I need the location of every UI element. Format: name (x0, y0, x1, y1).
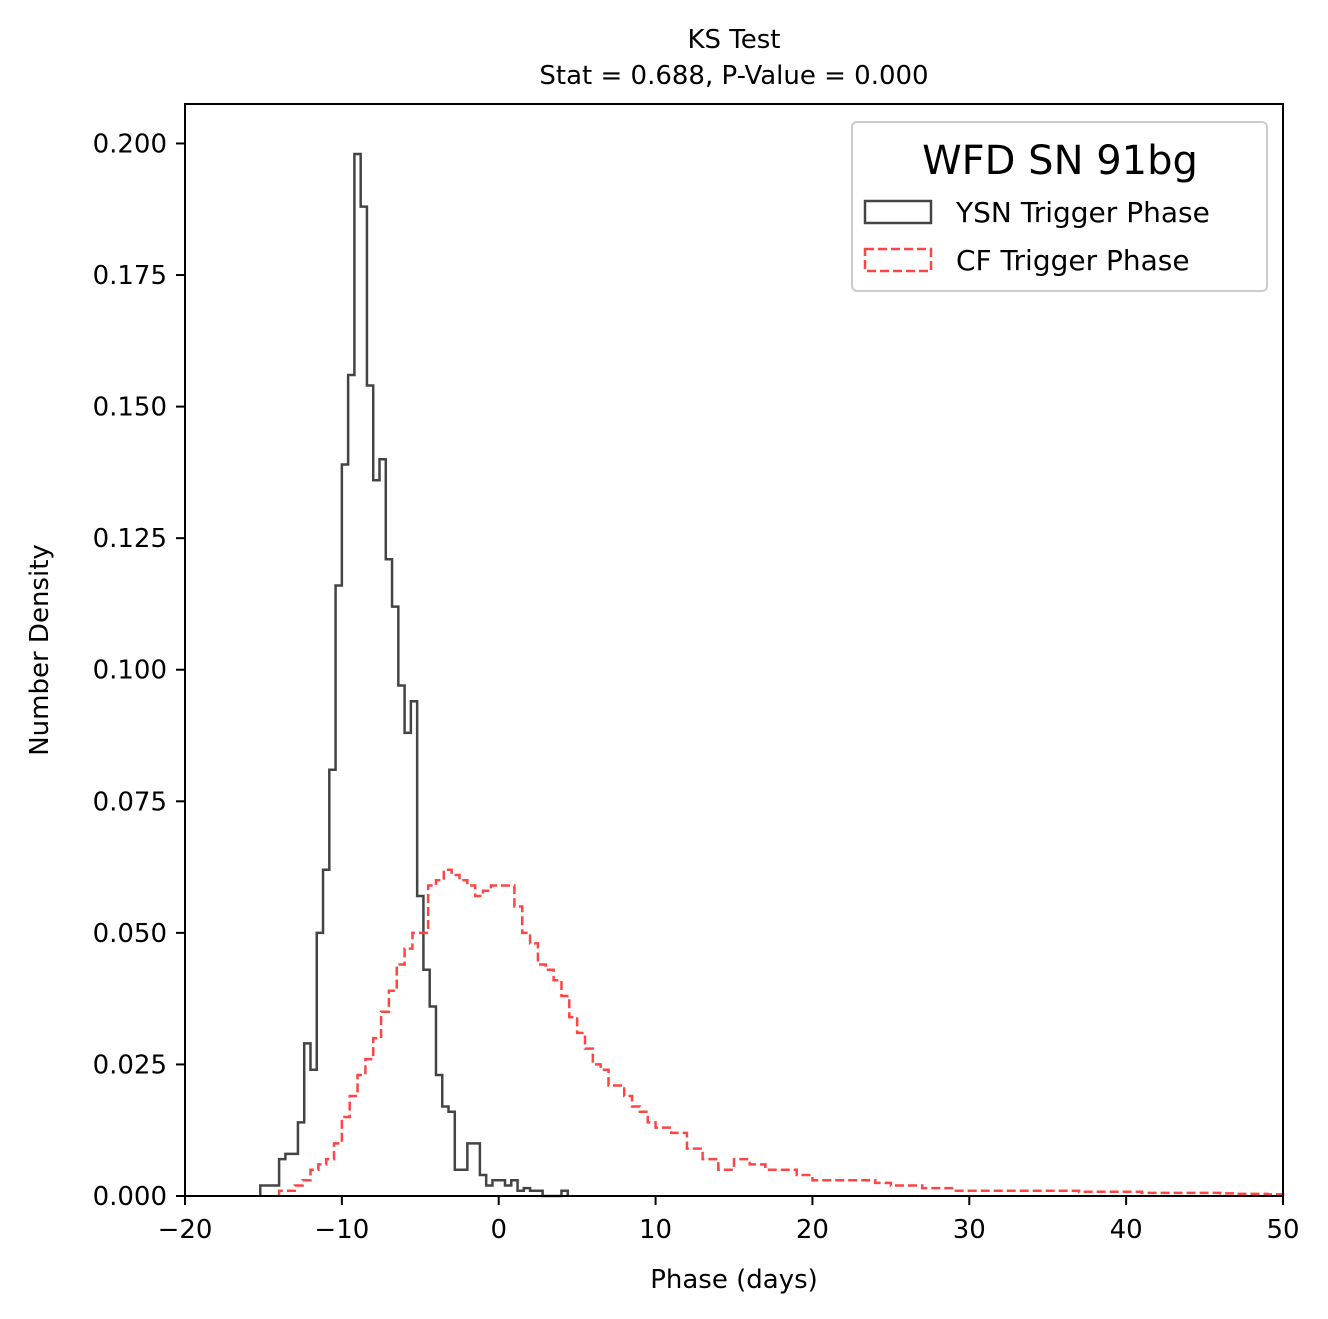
y-tick-label: 0.100 (93, 656, 167, 686)
x-tick-label: 0 (490, 1215, 507, 1245)
plot-frame (184, 103, 1284, 1197)
legend-swatch-cf (863, 247, 933, 273)
chart-subtitle: Stat = 0.688, P-Value = 0.000 (539, 61, 928, 91)
legend-label-cf: CF Trigger Phase (956, 244, 1190, 277)
legend: WFD SN 91bg YSN Trigger Phase CF Trigger… (851, 121, 1268, 292)
chart-title: KS Test (687, 25, 780, 55)
x-tick-label: 40 (1110, 1215, 1143, 1245)
x-tick-label: 10 (639, 1215, 672, 1245)
legend-swatch-ysn (863, 199, 933, 225)
x-tick-label: 20 (796, 1215, 829, 1245)
y-axis: 0.000 0.025 0.050 0.075 0.100 0.125 0.150 0.175… (93, 129, 185, 1212)
legend-title: WFD SN 91bg (922, 138, 1198, 184)
legend-box (851, 121, 1268, 292)
y-tick-label: 0.125 (93, 524, 167, 554)
y-tick-label: 0.200 (93, 129, 167, 159)
x-axis-label: Phase (days) (650, 1265, 818, 1295)
y-tick-label: 0.025 (93, 1050, 167, 1080)
x-tick-label: −10 (314, 1215, 369, 1245)
y-tick-label: 0.000 (93, 1182, 167, 1212)
y-tick-label: 0.150 (93, 393, 167, 423)
x-axis: −20 −10 0 10 20 30 40 50 (158, 1196, 1300, 1245)
x-tick-label: 50 (1266, 1215, 1299, 1245)
y-tick-label: 0.175 (93, 261, 167, 291)
y-tick-label: 0.050 (93, 919, 167, 949)
legend-label-ysn: YSN Trigger Phase (955, 196, 1210, 229)
y-tick-label: 0.075 (93, 787, 167, 817)
series-cf-histogram (277, 868, 1285, 1196)
x-tick-label: −20 (158, 1215, 213, 1245)
series-ysn-histogram (259, 152, 569, 1198)
series-layer (259, 152, 1285, 1198)
y-axis-label: Number Density (25, 544, 55, 756)
x-tick-label: 30 (953, 1215, 986, 1245)
